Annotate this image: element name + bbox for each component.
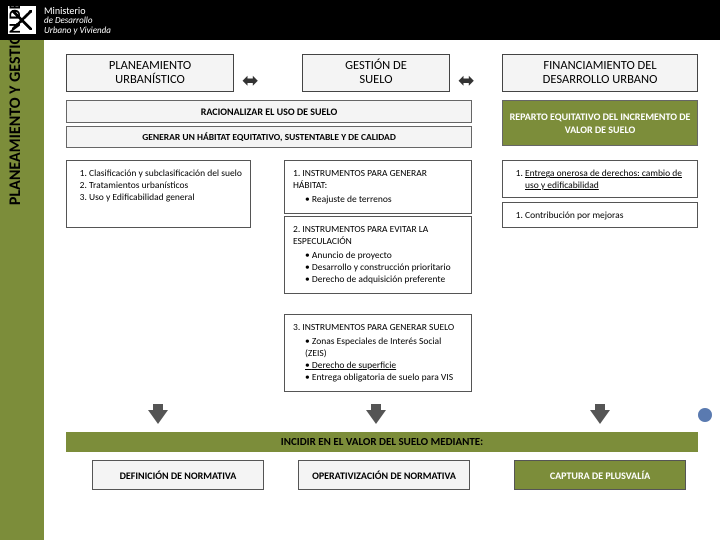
hdr-gestion: GESTIÓN DE SUELO	[302, 54, 450, 92]
col2b-item: Desarrollo y construcción prioritario	[305, 261, 463, 273]
col2a-title: 1. INSTRUMENTOS PARA GENERAR HÁBITAT:	[293, 167, 463, 191]
down-arrow-icon	[148, 410, 168, 434]
ministry-name: Ministerio de DesarrolloUrbano y Viviend…	[44, 5, 111, 36]
ministry-line3: Urbano y Vivienda	[44, 25, 111, 36]
sub-reparto: REPARTO EQUITATIVO DEL INCREMENTO DE VAL…	[502, 100, 698, 146]
col1-box: Clasificación y subclasificación del sue…	[66, 160, 251, 228]
header-row: PLANEAMIENTO URBANÍSTICO GESTIÓN DE SUEL…	[66, 54, 698, 94]
col1-item: Tratamientos urbanísticos	[89, 179, 242, 191]
col1-list: Clasificación y subclasificación del sue…	[75, 167, 242, 203]
col3b-box: Contribución por mejoras	[502, 202, 698, 228]
hdr-planeamiento: PLANEAMIENTO URBANÍSTICO	[66, 54, 234, 92]
col2c-item: Zonas Especiales de Interés Social (ZEIS…	[305, 335, 463, 359]
hdr-financiamiento: FINANCIAMIENTO DEL DESARROLLO URBANO	[502, 54, 698, 92]
footer-band: INCIDIR EN EL VALOR DEL SUELO MEDIANTE:	[66, 432, 698, 452]
col3a-item: Entrega onerosa de derechos: cambio de u…	[525, 167, 689, 191]
col2b-item: Derecho de adquisición preferente	[305, 273, 463, 285]
decorative-dot	[698, 408, 712, 422]
col1-item: Clasificación y subclasificación del sue…	[89, 167, 242, 179]
col2c-item: Entrega obligatoria de suelo para VIS	[305, 371, 463, 383]
double-arrow-icon: ⬌	[242, 68, 259, 93]
foot-captura: CAPTURA DE PLUSVALÍA	[514, 460, 686, 490]
col3a-box: Entrega onerosa de derechos: cambio de u…	[502, 160, 698, 198]
down-arrow-icon	[366, 410, 386, 434]
col3b-item: Contribución por mejoras	[525, 209, 689, 221]
col2b-title: 2. INSTRUMENTOS PARA EVITAR LA ESPECULAC…	[293, 223, 463, 247]
col2c-box: 3. INSTRUMENTOS PARA GENERAR SUELO Zonas…	[284, 314, 472, 392]
double-arrow-icon: ⬌	[458, 68, 475, 93]
down-arrow-icon	[590, 410, 610, 434]
foot-definicion: DEFINICIÓN DE NORMATIVA	[92, 460, 264, 490]
col2b-item: Anuncio de proyecto	[305, 249, 463, 261]
col2b-box: 2. INSTRUMENTOS PARA EVITAR LA ESPECULAC…	[284, 216, 472, 294]
foot-operativizacion: OPERATIVIZACIÓN DE NORMATIVA	[298, 460, 470, 490]
sub-generar-habitat: GENERAR UN HÁBITAT EQUITATIVO, SUSTENTAB…	[66, 126, 472, 148]
col2a-box: 1. INSTRUMENTOS PARA GENERAR HÁBITAT: Re…	[284, 160, 472, 214]
page-title: LOOTUS	[649, 8, 706, 29]
content: PLANEAMIENTO URBANÍSTICO GESTIÓN DE SUEL…	[44, 40, 720, 540]
sidebar: PLANEAMIENTO Y GESTIÓN DE SUELO	[0, 40, 44, 540]
col2c-title: 3. INSTRUMENTOS PARA GENERAR SUELO	[293, 321, 463, 333]
col2c-item: Derecho de superficie	[305, 359, 463, 371]
topbar: Ministerio de DesarrolloUrbano y Viviend…	[0, 0, 720, 40]
sidebar-label: PLANEAMIENTO Y GESTIÓN DE SUELO	[6, 0, 25, 290]
sub-racionalizar: RACIONALIZAR EL USO DE SUELO	[66, 100, 472, 123]
col2a-item: Reajuste de terrenos	[305, 193, 463, 205]
col1-item: Uso y Edificabilidad general	[89, 191, 242, 203]
